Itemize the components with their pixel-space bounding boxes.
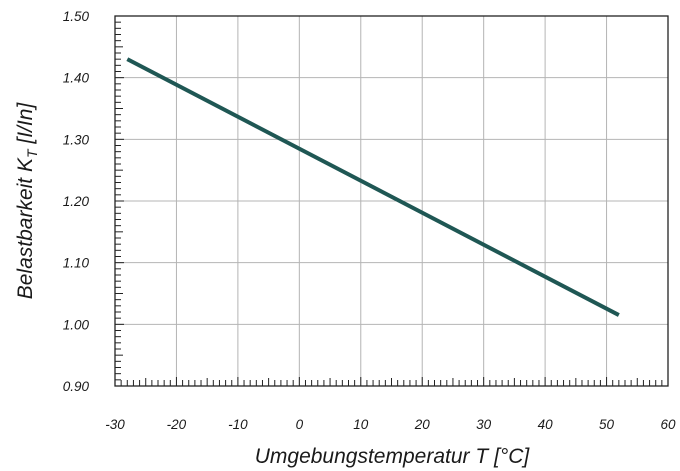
y-tick-labels: 0.90 1.00 1.10 1.20 1.30 1.40 1.50 — [63, 9, 90, 394]
y-tick-label: 1.20 — [63, 194, 90, 209]
x-tick-label: 10 — [353, 417, 369, 432]
y-tick-label: 1.30 — [63, 132, 90, 147]
series-line — [126, 57, 620, 317]
y-tick-label: 1.40 — [63, 71, 90, 86]
plot-frame — [114, 15, 669, 387]
y-tick-label: 1.00 — [63, 317, 90, 332]
x-axis-label: Umgebungstemperatur T [°C] — [255, 445, 531, 468]
y-axis-label-main: Belastbarkeit K — [14, 157, 37, 299]
grid-lines — [114, 15, 669, 387]
x-tick-label: 50 — [599, 417, 615, 432]
x-tick-label: -10 — [228, 417, 248, 432]
x-tick-label: -30 — [105, 417, 125, 432]
y-axis-label-subscript: T — [24, 148, 40, 158]
x-tick-label: 40 — [538, 417, 554, 432]
y-axis-label: Belastbarkeit KT [I/In] — [14, 102, 40, 300]
y-tick-label: 0.90 — [63, 379, 90, 394]
y-tick-label: 1.10 — [63, 256, 90, 271]
x-tick-label: 0 — [296, 417, 304, 432]
x-tick-label: 30 — [476, 417, 492, 432]
x-tick-label: 60 — [660, 417, 676, 432]
y-tick-label: 1.50 — [63, 9, 90, 24]
series-layer — [126, 57, 620, 317]
x-tick-labels: -30 -20 -10 0 10 20 30 40 50 60 — [105, 417, 676, 432]
minor-tick-marks — [114, 15, 669, 387]
y-axis-label-unit: [I/In] — [14, 102, 37, 150]
x-tick-label: -20 — [167, 417, 187, 432]
x-tick-label: 20 — [414, 417, 431, 432]
